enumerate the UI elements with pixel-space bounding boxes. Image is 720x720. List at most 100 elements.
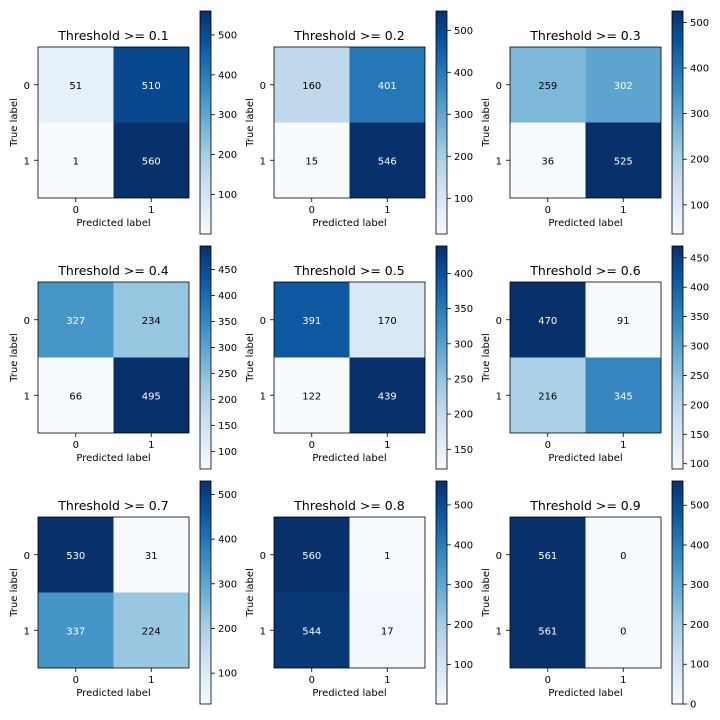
heatmap-cell-r1-c1 <box>585 592 661 668</box>
x-tick-label-1: 1 <box>620 675 626 686</box>
x-tick-label-0: 0 <box>309 205 315 216</box>
heatmap-cell-r1-c0 <box>510 592 586 668</box>
cell-value-r0-c1: 510 <box>142 81 161 92</box>
cell-value-r0-c1: 1 <box>384 551 390 562</box>
x-tick-label-0: 0 <box>309 440 315 451</box>
x-axis-label: Predicted label <box>312 688 386 699</box>
colorbar-tick-label-4: 500 <box>218 490 237 501</box>
colorbar-tick-label-2: 250 <box>454 374 473 385</box>
heatmap-cell-r1-c1 <box>585 357 661 433</box>
cell-value-r0-c0: 561 <box>538 551 557 562</box>
chart-title: Threshold >= 0.9 <box>529 498 640 513</box>
colorbar-tick-label-3: 300 <box>690 580 709 591</box>
y-tick-label-0: 0 <box>496 316 502 327</box>
heatmap-cell-r1-c1 <box>585 122 661 198</box>
confusion-matrix-1: Threshold >= 0.1 51 510 1 560 0 1 0 1 Predicted l… <box>9 10 237 235</box>
heatmap-cell-r1-c0 <box>38 592 114 668</box>
colorbar-tick-label-6: 400 <box>218 291 237 302</box>
colorbar-tick-label-0: 0 <box>690 700 696 711</box>
chart-title: Threshold >= 0.7 <box>57 498 168 513</box>
x-tick-label-1: 1 <box>148 675 154 686</box>
colorbar-tick-label-0: 150 <box>454 445 473 456</box>
chart-title: Threshold >= 0.6 <box>529 263 640 278</box>
colorbar-tick-label-4: 400 <box>690 540 709 551</box>
y-axis-label: True label <box>9 568 20 618</box>
colorbar-tick-label-2: 200 <box>690 400 709 411</box>
colorbar-tick-label-2: 300 <box>218 579 237 590</box>
cell-value-r1-c1: 224 <box>142 626 161 637</box>
heatmap-cell-r1-c0 <box>510 122 586 198</box>
heatmap-cell-r0-c0 <box>510 47 586 123</box>
y-axis-label: True label <box>245 333 256 383</box>
heatmap-frame <box>37 46 190 199</box>
heatmap-cell-r0-c0 <box>274 517 350 593</box>
cell-value-r0-c0: 160 <box>302 81 321 92</box>
heatmap-cell-r0-c1 <box>349 47 425 123</box>
heatmap-cell-r0-c0 <box>274 47 350 123</box>
cell-value-r0-c1: 302 <box>614 81 633 92</box>
y-axis-label: True label <box>481 98 492 148</box>
heatmap-cell-r1-c1 <box>349 592 425 668</box>
chart-title: Threshold >= 0.1 <box>57 28 168 43</box>
y-tick-label-0: 0 <box>260 316 266 327</box>
cell-value-r1-c1: 560 <box>142 156 161 167</box>
x-tick-label-0: 0 <box>545 205 551 216</box>
colorbar-tick-label-3: 250 <box>690 371 709 382</box>
colorbar-tick-label-1: 200 <box>454 410 473 421</box>
cell-value-r0-c1: 234 <box>142 316 161 327</box>
cell-value-r1-c0: 122 <box>302 391 321 402</box>
heatmap-cell-r0-c1 <box>585 47 661 123</box>
y-axis-label: True label <box>481 568 492 618</box>
y-tick-label-1: 1 <box>496 156 502 167</box>
heatmap-cell-r0-c1 <box>585 282 661 358</box>
colorbar-tick-label-4: 300 <box>690 342 709 353</box>
x-tick-label-1: 1 <box>384 205 390 216</box>
y-tick-label-0: 0 <box>24 81 30 92</box>
x-tick-label-1: 1 <box>148 440 154 451</box>
colorbar-tick-label-3: 400 <box>454 68 473 79</box>
colorbar-tick-label-1: 200 <box>454 152 473 163</box>
colorbar-tick-label-2: 300 <box>454 580 473 591</box>
heatmap-cell-r0-c0 <box>510 282 586 358</box>
colorbar-tick-label-7: 450 <box>690 253 709 264</box>
colorbar-tick-label-3: 400 <box>218 535 237 546</box>
confusion-matrix-4: Threshold >= 0.4 327 234 66 495 0 1 0 1 Predicted… <box>9 245 237 470</box>
cell-value-r1-c1: 495 <box>142 391 161 402</box>
chart-title: Threshold >= 0.3 <box>529 28 640 43</box>
colorbar-tick-label-4: 500 <box>690 18 709 29</box>
cell-value-r0-c1: 170 <box>378 316 397 327</box>
heatmap-frame <box>509 46 662 199</box>
colorbar-tick-label-2: 300 <box>454 110 473 121</box>
y-tick-label-1: 1 <box>24 626 30 637</box>
colorbar-tick-label-0: 100 <box>218 190 237 201</box>
colorbar-tick-label-1: 200 <box>218 624 237 635</box>
cell-value-r0-c0: 259 <box>538 81 557 92</box>
colorbar-tick-label-3: 400 <box>454 540 473 551</box>
heatmap-cell-r1-c0 <box>510 357 586 433</box>
x-tick-label-0: 0 <box>73 440 79 451</box>
colorbar-tick-label-3: 250 <box>218 369 237 380</box>
heatmap-cell-r0-c0 <box>510 517 586 593</box>
y-axis-label: True label <box>245 98 256 148</box>
x-tick-label-0: 0 <box>73 205 79 216</box>
heatmap-cell-r1-c0 <box>38 357 114 433</box>
colorbar-tick-label-0: 100 <box>454 194 473 205</box>
cell-value-r1-c1: 439 <box>378 391 397 402</box>
colorbar-tick-label-0: 100 <box>690 459 709 470</box>
x-axis-label: Predicted label <box>548 218 622 229</box>
x-axis-label: Predicted label <box>312 453 386 464</box>
y-axis-label: True label <box>9 333 20 383</box>
cell-value-r0-c0: 51 <box>69 81 82 92</box>
x-tick-label-1: 1 <box>620 440 626 451</box>
heatmap-cell-r1-c1 <box>113 592 189 668</box>
x-axis-label: Predicted label <box>76 688 150 699</box>
y-tick-label-0: 0 <box>260 81 266 92</box>
x-tick-label-0: 0 <box>545 675 551 686</box>
heatmap-cell-r0-c0 <box>274 282 350 358</box>
cell-value-r1-c0: 15 <box>305 156 318 167</box>
heatmap-cell-r0-c0 <box>38 517 114 593</box>
y-axis-label: True label <box>481 333 492 383</box>
y-tick-label-0: 0 <box>260 551 266 562</box>
x-tick-label-1: 1 <box>148 205 154 216</box>
